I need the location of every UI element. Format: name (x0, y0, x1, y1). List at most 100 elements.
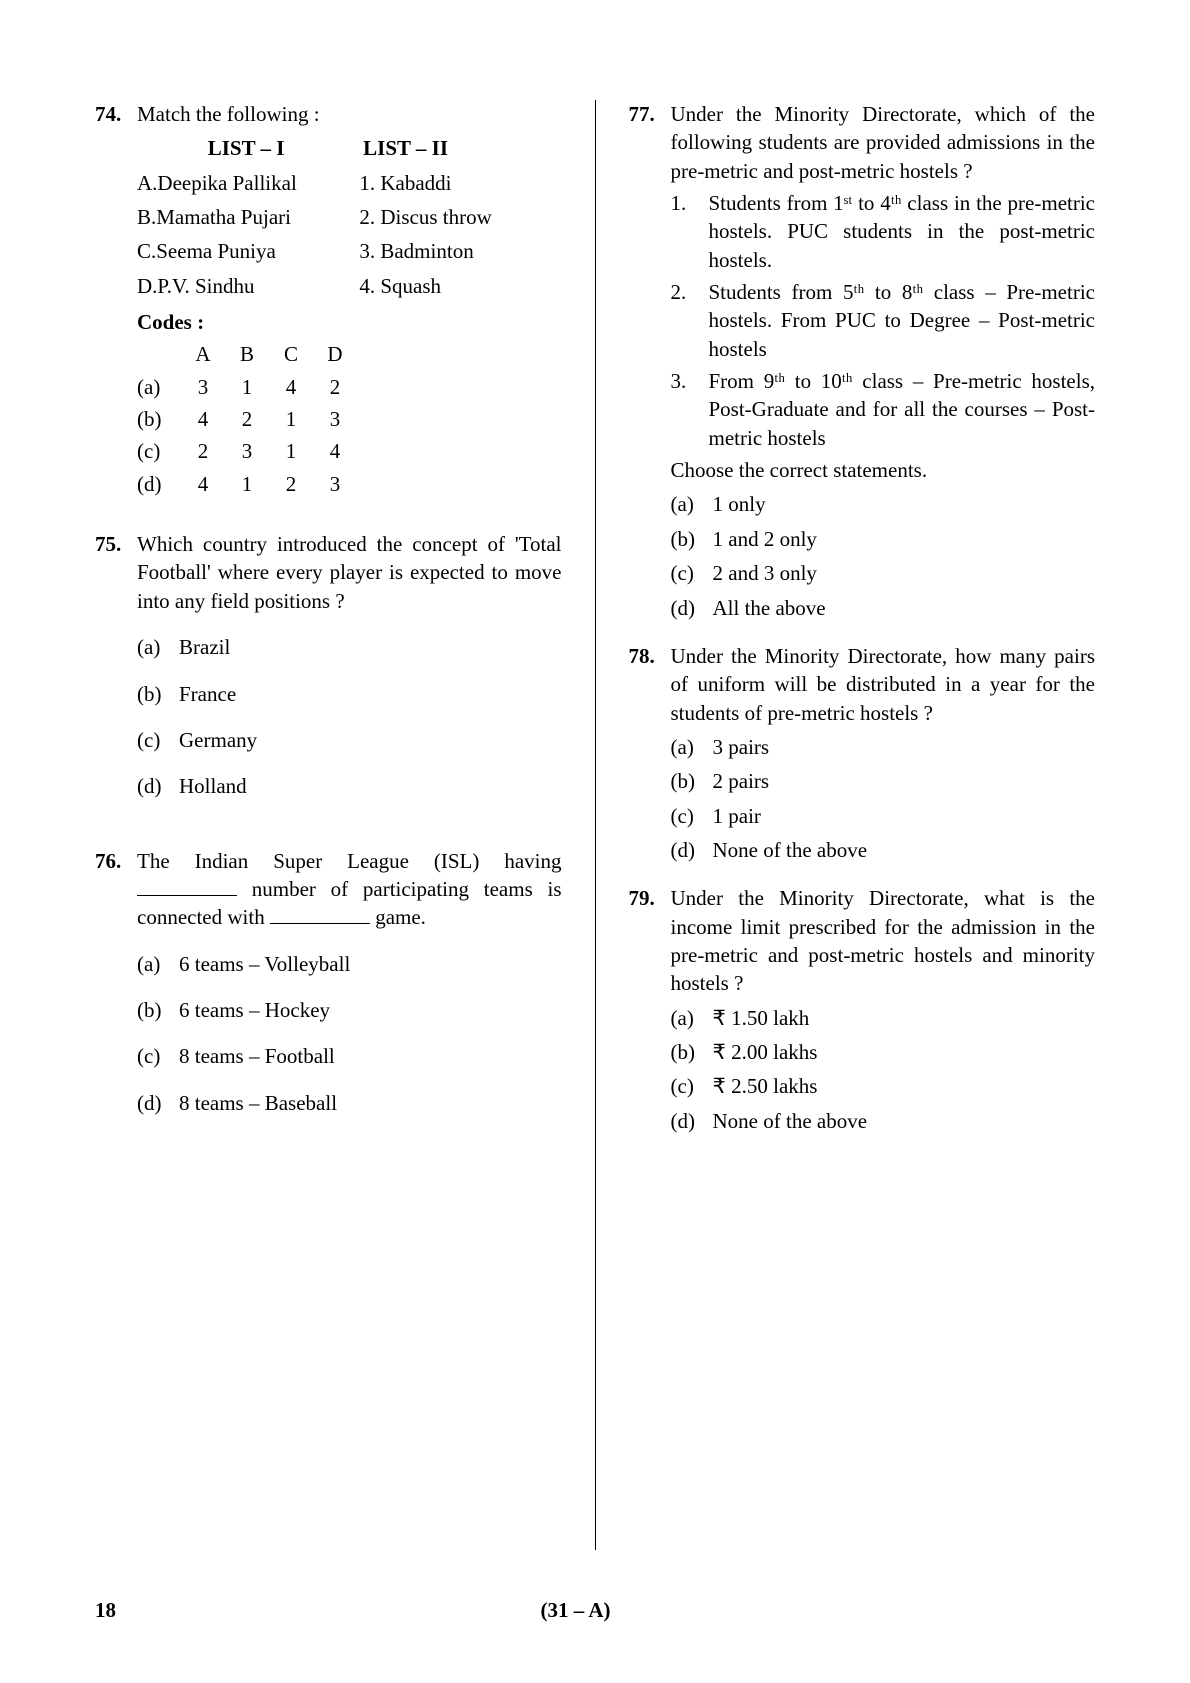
option: (a)6 teams – Volleyball (137, 950, 562, 978)
statement-text: From 9ᵗʰ to 10ᵗʰ class – Pre-metric host… (709, 367, 1096, 452)
codes-table: A B C D (a) 3 1 4 2 (b) 4 (137, 340, 562, 498)
options: (a)1 only (b)1 and 2 only (c)2 and 3 onl… (671, 490, 1096, 621)
codes-row: (c) 2 3 1 4 (137, 437, 562, 465)
codes-cell: (a) (137, 373, 181, 401)
question-stem: The Indian Super League (ISL) having num… (137, 847, 562, 932)
option-text: 2 pairs (713, 767, 770, 795)
statement-num: 3. (671, 367, 709, 452)
codes-header-row: A B C D (137, 340, 562, 368)
codes-cell: 3 (181, 373, 225, 401)
option-text: ₹ 1.50 lakh (713, 1004, 810, 1032)
option-key: (a) (671, 1004, 713, 1032)
stem-part: The Indian Super League (ISL) having (137, 849, 562, 873)
option-text: Brazil (179, 633, 230, 661)
option: (c)Germany (137, 726, 562, 754)
question-number: 79. (629, 884, 671, 1141)
codes-cell: A (181, 340, 225, 368)
codes-cell: 4 (181, 405, 225, 433)
option-key: (c) (671, 1072, 713, 1100)
codes-cell: C (269, 340, 313, 368)
options: (a)6 teams – Volleyball (b)6 teams – Hoc… (137, 950, 562, 1117)
option-key: (c) (671, 802, 713, 830)
codes-cell: 4 (313, 437, 357, 465)
match-left: B.Mamatha Pujari (137, 203, 359, 231)
options: (a)3 pairs (b)2 pairs (c)1 pair (d)None … (671, 733, 1096, 864)
right-column: 77. Under the Minority Directorate, whic… (629, 100, 1096, 1550)
option-text: 8 teams – Baseball (179, 1089, 337, 1117)
option-text: Germany (179, 726, 257, 754)
option-text: None of the above (713, 836, 868, 864)
match-right: 4. Squash (359, 272, 561, 300)
codes-cell: 4 (269, 373, 313, 401)
option-text: ₹ 2.00 lakhs (713, 1038, 818, 1066)
question-body: Under the Minority Directorate, which of… (671, 100, 1096, 628)
option-key: (d) (137, 1089, 179, 1117)
option-text: 8 teams – Football (179, 1042, 335, 1070)
question-79: 79. Under the Minority Directorate, what… (629, 884, 1096, 1141)
match-row: B.Mamatha Pujari 2. Discus throw (137, 203, 562, 231)
codes-cell: 4 (181, 470, 225, 498)
option-key: (c) (137, 1042, 179, 1070)
statements-list: 1.Students from 1ˢᵗ to 4ᵗʰ class in the … (671, 189, 1096, 452)
codes-row: (d) 4 1 2 3 (137, 470, 562, 498)
question-77: 77. Under the Minority Directorate, whic… (629, 100, 1096, 628)
codes-cell: 1 (225, 470, 269, 498)
option: (a)3 pairs (671, 733, 1096, 761)
question-stem: Under the Minority Directorate, which of… (671, 100, 1096, 185)
codes-cell (137, 340, 181, 368)
statement-num: 2. (671, 278, 709, 363)
option-key: (b) (671, 767, 713, 795)
question-75: 75. Which country introduced the concept… (95, 530, 562, 818)
match-right: 1. Kabaddi (359, 169, 561, 197)
option: (c)₹ 2.50 lakhs (671, 1072, 1096, 1100)
option-text: 6 teams – Hockey (179, 996, 330, 1024)
option: (c)2 and 3 only (671, 559, 1096, 587)
option-key: (d) (671, 836, 713, 864)
codes-cell: 3 (313, 405, 357, 433)
codes-cell: D (313, 340, 357, 368)
codes-cell: 1 (269, 437, 313, 465)
question-78: 78. Under the Minority Directorate, how … (629, 642, 1096, 870)
statement: 2.Students from 5ᵗʰ to 8ᵗʰ class – Pre-m… (671, 278, 1096, 363)
option: (d)None of the above (671, 1107, 1096, 1135)
option-key: (c) (137, 726, 179, 754)
option-key: (b) (671, 1038, 713, 1066)
option-text: ₹ 2.50 lakhs (713, 1072, 818, 1100)
list2-header: LIST – II (355, 134, 561, 162)
match-right: 3. Badminton (359, 237, 561, 265)
option-key: (a) (137, 633, 179, 661)
option-key: (d) (137, 772, 179, 800)
question-number: 75. (95, 530, 137, 818)
options: (a)Brazil (b)France (c)Germany (d)Hollan… (137, 633, 562, 800)
option: (a)Brazil (137, 633, 562, 661)
match-left: A.Deepika Pallikal (137, 169, 359, 197)
codes-row: (b) 4 2 1 3 (137, 405, 562, 433)
option: (a)₹ 1.50 lakh (671, 1004, 1096, 1032)
question-body: Match the following : LIST – I LIST – II… (137, 100, 562, 502)
option-key: (b) (671, 525, 713, 553)
option: (c)8 teams – Football (137, 1042, 562, 1070)
match-right: 2. Discus throw (359, 203, 561, 231)
codes-cell: (b) (137, 405, 181, 433)
question-number: 78. (629, 642, 671, 870)
options: (a)₹ 1.50 lakh (b)₹ 2.00 lakhs (c)₹ 2.50… (671, 1004, 1096, 1135)
codes-label: Codes : (137, 308, 562, 336)
codes-cell: B (225, 340, 269, 368)
option: (b)₹ 2.00 lakhs (671, 1038, 1096, 1066)
match-row: D.P.V. Sindhu 4. Squash (137, 272, 562, 300)
page-footer: 18 (31 – A) (95, 1598, 1095, 1623)
option-text: 2 and 3 only (713, 559, 817, 587)
match-row: C.Seema Puniya 3. Badminton (137, 237, 562, 265)
question-body: The Indian Super League (ISL) having num… (137, 847, 562, 1135)
option-text: 1 only (713, 490, 766, 518)
option-key: (a) (671, 490, 713, 518)
codes-cell: 1 (269, 405, 313, 433)
option-key: (c) (671, 559, 713, 587)
option-key: (b) (137, 680, 179, 708)
question-stem: Under the Minority Directorate, how many… (671, 642, 1096, 727)
option: (d)8 teams – Baseball (137, 1089, 562, 1117)
option: (b)6 teams – Hockey (137, 996, 562, 1024)
question-number: 74. (95, 100, 137, 502)
question-stem: Under the Minority Directorate, what is … (671, 884, 1096, 997)
option-text: 1 and 2 only (713, 525, 817, 553)
